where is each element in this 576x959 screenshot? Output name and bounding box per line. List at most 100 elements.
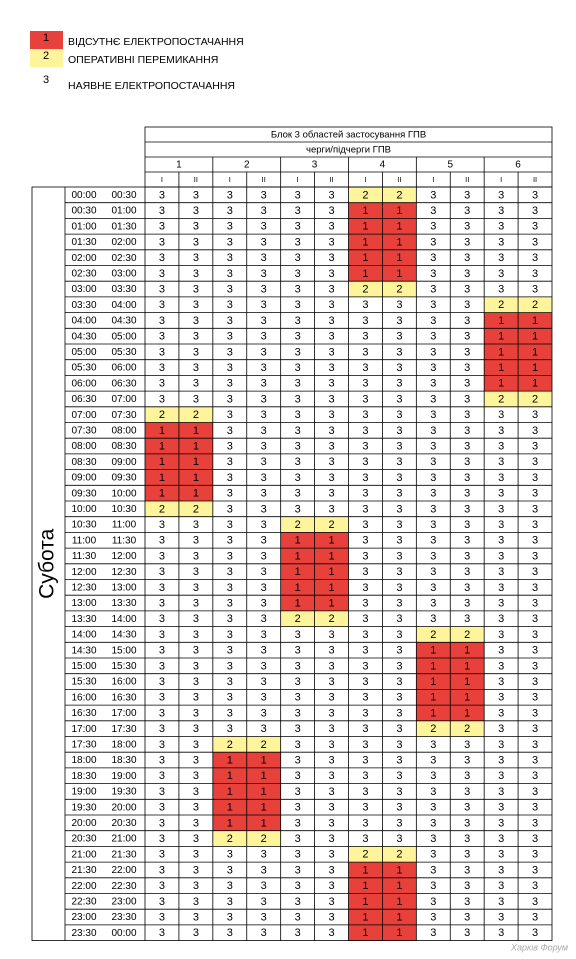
time-end: 03:00 <box>111 268 136 279</box>
cell-value: 1 <box>328 566 334 578</box>
subgroup-label: II <box>533 175 537 184</box>
cell-value: 3 <box>261 346 267 358</box>
cell-fill <box>484 359 519 376</box>
cell-value: 3 <box>362 707 368 719</box>
cell-value: 3 <box>498 817 504 829</box>
cell-value: 3 <box>193 629 199 641</box>
cell-value: 3 <box>362 362 368 374</box>
cell-value: 1 <box>464 692 470 704</box>
cell-value: 3 <box>295 849 301 861</box>
cell-value: 3 <box>328 409 334 421</box>
time-start: 06:00 <box>71 378 96 389</box>
cell-value: 3 <box>227 849 233 861</box>
cell-value: 3 <box>295 770 301 782</box>
cell-value: 1 <box>362 896 368 908</box>
cell-value: 3 <box>430 331 436 343</box>
cell-value: 3 <box>261 597 267 609</box>
cell-value: 3 <box>295 802 301 814</box>
subgroup-label: I <box>500 175 502 184</box>
cell-value: 3 <box>464 519 470 531</box>
day-label: Субота <box>36 528 59 599</box>
cell-value: 3 <box>430 283 436 295</box>
time-start: 08:30 <box>71 457 96 468</box>
cell-value: 1 <box>295 566 301 578</box>
cell-value: 3 <box>227 535 233 547</box>
cell-value: 3 <box>430 346 436 358</box>
time-start: 09:30 <box>71 488 96 499</box>
cell-value: 3 <box>396 362 402 374</box>
cell-value: 3 <box>328 864 334 876</box>
cell-value: 3 <box>328 440 334 452</box>
cell-value: 3 <box>193 676 199 688</box>
cell-value: 3 <box>430 268 436 280</box>
cell-value: 3 <box>159 645 165 657</box>
cell-value: 3 <box>227 692 233 704</box>
cell-value: 1 <box>227 770 233 782</box>
cell-value: 3 <box>498 833 504 845</box>
cell-value: 3 <box>430 849 436 861</box>
cell-fill <box>280 548 315 564</box>
cell-value: 3 <box>227 268 233 280</box>
cell-value: 1 <box>396 221 402 233</box>
cell-fill <box>348 218 383 235</box>
cell-value: 3 <box>159 660 165 672</box>
cell-value: 3 <box>295 331 301 343</box>
cell-value: 3 <box>227 864 233 876</box>
cell-value: 1 <box>396 205 402 217</box>
cell-value: 3 <box>464 927 470 939</box>
cell-value: 3 <box>159 911 165 923</box>
cell-fill <box>212 736 247 753</box>
cell-value: 3 <box>396 346 402 358</box>
cell-value: 1 <box>396 880 402 892</box>
time-end: 20:00 <box>111 802 136 813</box>
cell-value: 3 <box>227 189 233 201</box>
cell-value: 3 <box>498 566 504 578</box>
cell-value: 3 <box>193 754 199 766</box>
cell-value: 3 <box>362 676 368 688</box>
cell-value: 3 <box>532 519 538 531</box>
cell-value: 1 <box>498 331 504 343</box>
cell-value: 3 <box>328 754 334 766</box>
cell-value: 3 <box>328 707 334 719</box>
time-start: 22:00 <box>71 881 96 892</box>
cell-value: 1 <box>430 645 436 657</box>
cell-value: 3 <box>261 221 267 233</box>
cell-value: 3 <box>295 189 301 201</box>
cell-fill <box>280 579 315 596</box>
cell-value: 3 <box>498 268 504 280</box>
cell-value: 3 <box>430 864 436 876</box>
cell-value: 3 <box>464 456 470 468</box>
cell-value: 3 <box>532 849 538 861</box>
time-start: 17:30 <box>71 739 96 750</box>
time-end: 11:30 <box>112 535 137 546</box>
cell-value: 3 <box>295 707 301 719</box>
cell-fill <box>382 893 417 910</box>
cell-value: 3 <box>328 362 334 374</box>
cell-value: 3 <box>159 346 165 358</box>
time-start: 19:00 <box>71 787 96 798</box>
cell-value: 3 <box>261 331 267 343</box>
time-start: 02:30 <box>71 268 96 279</box>
cell-value: 3 <box>532 660 538 672</box>
cell-fill <box>348 893 383 910</box>
cell-value: 3 <box>396 676 402 688</box>
cell-value: 3 <box>295 393 301 405</box>
cell-value: 3 <box>328 456 334 468</box>
cell-value: 3 <box>464 613 470 625</box>
cell-value: 3 <box>328 346 334 358</box>
time-end: 17:00 <box>111 708 136 719</box>
cell-value: 1 <box>193 472 199 484</box>
cell-fill <box>212 830 247 847</box>
time-end: 05:00 <box>111 331 136 342</box>
cell-value: 3 <box>328 221 334 233</box>
cell-value: 1 <box>227 802 233 814</box>
time-start: 13:00 <box>71 598 96 609</box>
cell-value: 3 <box>295 739 301 751</box>
cell-value: 3 <box>159 189 165 201</box>
cell-value: 2 <box>193 409 199 421</box>
cell-value: 3 <box>328 911 334 923</box>
cell-fill <box>484 312 519 329</box>
cell-value: 3 <box>159 566 165 578</box>
cell-fill <box>416 705 451 721</box>
cell-value: 3 <box>227 660 233 672</box>
